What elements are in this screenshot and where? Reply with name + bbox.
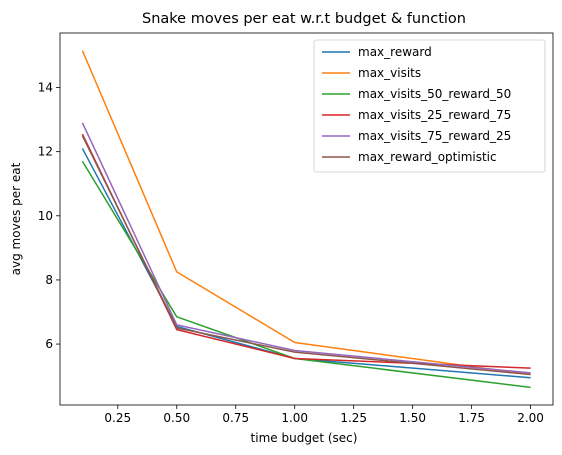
series-line-max-reward-optimistic <box>81 135 531 376</box>
y-tick-label: 14 <box>38 81 53 95</box>
y-tick-label: 8 <box>45 273 53 287</box>
series-line-max-visits <box>81 50 531 376</box>
y-axis: 6 8 10 12 14 <box>38 81 60 351</box>
x-axis-label: time budget (sec) <box>251 431 358 445</box>
legend-entry: max_visits_25_reward_75 <box>358 108 511 122</box>
x-tick-label: 0.75 <box>222 411 249 425</box>
legend-entry: max_visits <box>358 66 421 80</box>
x-tick-label: 1.25 <box>340 411 367 425</box>
series-line-max-visits-75-reward-25 <box>81 122 531 374</box>
legend-entry: max_visits_75_reward_25 <box>358 129 511 143</box>
x-axis: 0.25 0.50 0.75 1.00 1.25 1.50 1.75 2.00 <box>104 405 544 425</box>
x-tick-label: 1.00 <box>281 411 308 425</box>
y-tick-label: 12 <box>38 145 53 159</box>
x-tick-label: 0.50 <box>163 411 190 425</box>
y-tick-label: 6 <box>45 337 53 351</box>
y-tick-label: 10 <box>38 209 53 223</box>
chart-title: Snake moves per eat w.r.t budget & funct… <box>142 11 466 27</box>
legend: max_reward max_visits max_visits_50_reward… <box>313 39 546 173</box>
plot-frame <box>59 32 554 406</box>
x-tick-label: 0.25 <box>104 411 131 425</box>
series-line-max-reward <box>81 148 531 379</box>
y-axis-label: avg moves per eat <box>9 162 23 275</box>
legend-entry: max_reward <box>358 45 432 59</box>
legend-entry: max_reward_optimistic <box>358 150 497 164</box>
legend-box <box>313 39 546 173</box>
x-tick-label: 1.50 <box>399 411 426 425</box>
plot-lines <box>81 50 531 389</box>
legend-entry: max_visits_50_reward_50 <box>358 87 511 101</box>
x-tick-label: 2.00 <box>517 411 544 425</box>
x-tick-label: 1.75 <box>458 411 485 425</box>
